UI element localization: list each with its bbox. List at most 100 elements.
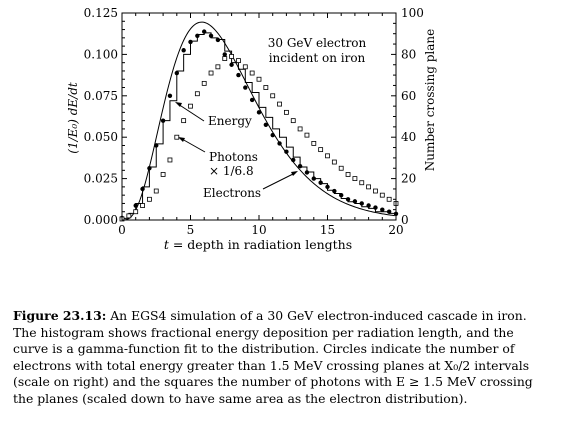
photon-point [263, 85, 269, 90]
x-tick-label: 5 [187, 223, 195, 237]
x-axis-label-var: t [164, 237, 170, 252]
y-axis-label-right: Number crossing plane [423, 29, 437, 172]
photons-arrow [181, 138, 206, 153]
photon-point [153, 188, 159, 194]
electron-point [181, 48, 186, 53]
photon-point [338, 165, 344, 171]
electron-point [352, 199, 358, 204]
caption-line-5: (scale on right) and the squares the num… [13, 374, 533, 389]
photons-arrowhead [178, 137, 185, 142]
photon-point [345, 172, 351, 177]
photon-point [140, 203, 145, 208]
photon-point [297, 126, 303, 132]
photon-point [229, 54, 235, 59]
electrons-arrowhead [291, 171, 298, 176]
photon-point [290, 118, 296, 124]
caption-line-3: curve is a gamma-function fit to the dis… [13, 341, 515, 356]
photon-point [318, 147, 324, 153]
electron-point [386, 209, 392, 214]
photon-point [379, 192, 385, 198]
electron-point [332, 188, 337, 194]
photon-point [256, 76, 262, 82]
electron-point [291, 157, 296, 163]
electron-point [208, 33, 214, 38]
electron-point [243, 85, 248, 90]
caption-line-4: electrons with total energy greater than… [13, 357, 530, 373]
electron-point [147, 166, 152, 171]
photon-point [194, 91, 200, 97]
electron-point [284, 149, 289, 154]
y-left-tick-label: 0.050 [84, 130, 118, 144]
annotation-title-line2: incident on iron [269, 51, 366, 65]
electron-point [373, 205, 378, 210]
y-right-tick-label: 80 [401, 47, 416, 61]
caption-line-1: Figure 23.13: An EGS4 simulation of a 30… [13, 308, 561, 325]
photon-point [160, 172, 166, 177]
y-left-tick-label: 0.075 [84, 89, 118, 103]
photon-point [366, 184, 372, 190]
electron-point [311, 176, 316, 181]
photon-point [146, 196, 152, 202]
electrons-label: Electrons [203, 186, 261, 200]
electron-point [270, 132, 275, 138]
photon-point [373, 188, 378, 194]
electron-point [249, 97, 255, 103]
electron-point [263, 122, 269, 127]
electron-point [215, 37, 221, 43]
electron-point [359, 201, 364, 206]
electron-point [236, 72, 241, 78]
electrons-arrow [262, 172, 296, 190]
axis-marks: 0 5 10 15 200.0000.0250.0500.0750.1000.12502… [84, 6, 424, 237]
electron-point [202, 29, 207, 34]
photon-point [331, 159, 337, 165]
x-axis-label-rest: = depth in radiation lengths [169, 237, 352, 252]
photon-point [236, 58, 241, 64]
photon-point [133, 209, 139, 215]
y-left-tick-label: 0.000 [84, 213, 118, 227]
electron-point [366, 203, 371, 208]
photon-point [386, 196, 392, 202]
photon-point [201, 80, 207, 86]
photon-point [249, 70, 255, 76]
electron-point [154, 143, 159, 148]
photon-point [304, 132, 310, 138]
photon-point [208, 70, 214, 76]
y-right-tick-label: 0 [401, 213, 409, 227]
photon-point [352, 176, 358, 182]
x-tick-label: 20 [388, 223, 403, 237]
photon-point [242, 64, 248, 70]
electron-point [380, 207, 385, 212]
electron-point [133, 203, 138, 208]
electron-point [167, 93, 173, 99]
photon-point [311, 141, 317, 146]
energy-label: Energy [208, 114, 252, 128]
photon-point [167, 157, 173, 163]
caption-line-2: The histogram shows fractional energy de… [13, 324, 514, 340]
electron-point [325, 184, 330, 190]
y-right-tick-label: 60 [401, 89, 416, 103]
x-tick-label: 0 [118, 223, 126, 237]
caption-line-1-text: An EGS4 simulation of a 30 GeV electron-… [106, 308, 527, 323]
photon-point [283, 109, 289, 115]
x-tick-label: 10 [251, 223, 266, 237]
plot-marks [119, 21, 399, 222]
photons-scale-label: × 1/6.8 [209, 164, 254, 178]
photon-point [181, 118, 187, 124]
electron-point [229, 62, 234, 67]
electron-point [277, 141, 282, 146]
y-right-tick-label: 40 [401, 130, 416, 144]
photon-point [188, 103, 193, 109]
photon-point [277, 101, 282, 107]
y-right-tick-label: 20 [401, 172, 416, 186]
photon-point [359, 180, 365, 186]
x-axis-label: t = depth in radiation lengths [164, 237, 352, 252]
electron-point [174, 70, 179, 76]
photons-label: Photons [209, 150, 258, 164]
electron-point [339, 192, 344, 198]
gamma-fit-curve [122, 21, 395, 221]
y-left-tick-label: 0.025 [84, 172, 118, 186]
y-right-tick-label: 100 [401, 6, 424, 20]
electron-point [188, 39, 193, 45]
photon-point [215, 64, 221, 70]
x-tick-label: 15 [320, 223, 335, 237]
